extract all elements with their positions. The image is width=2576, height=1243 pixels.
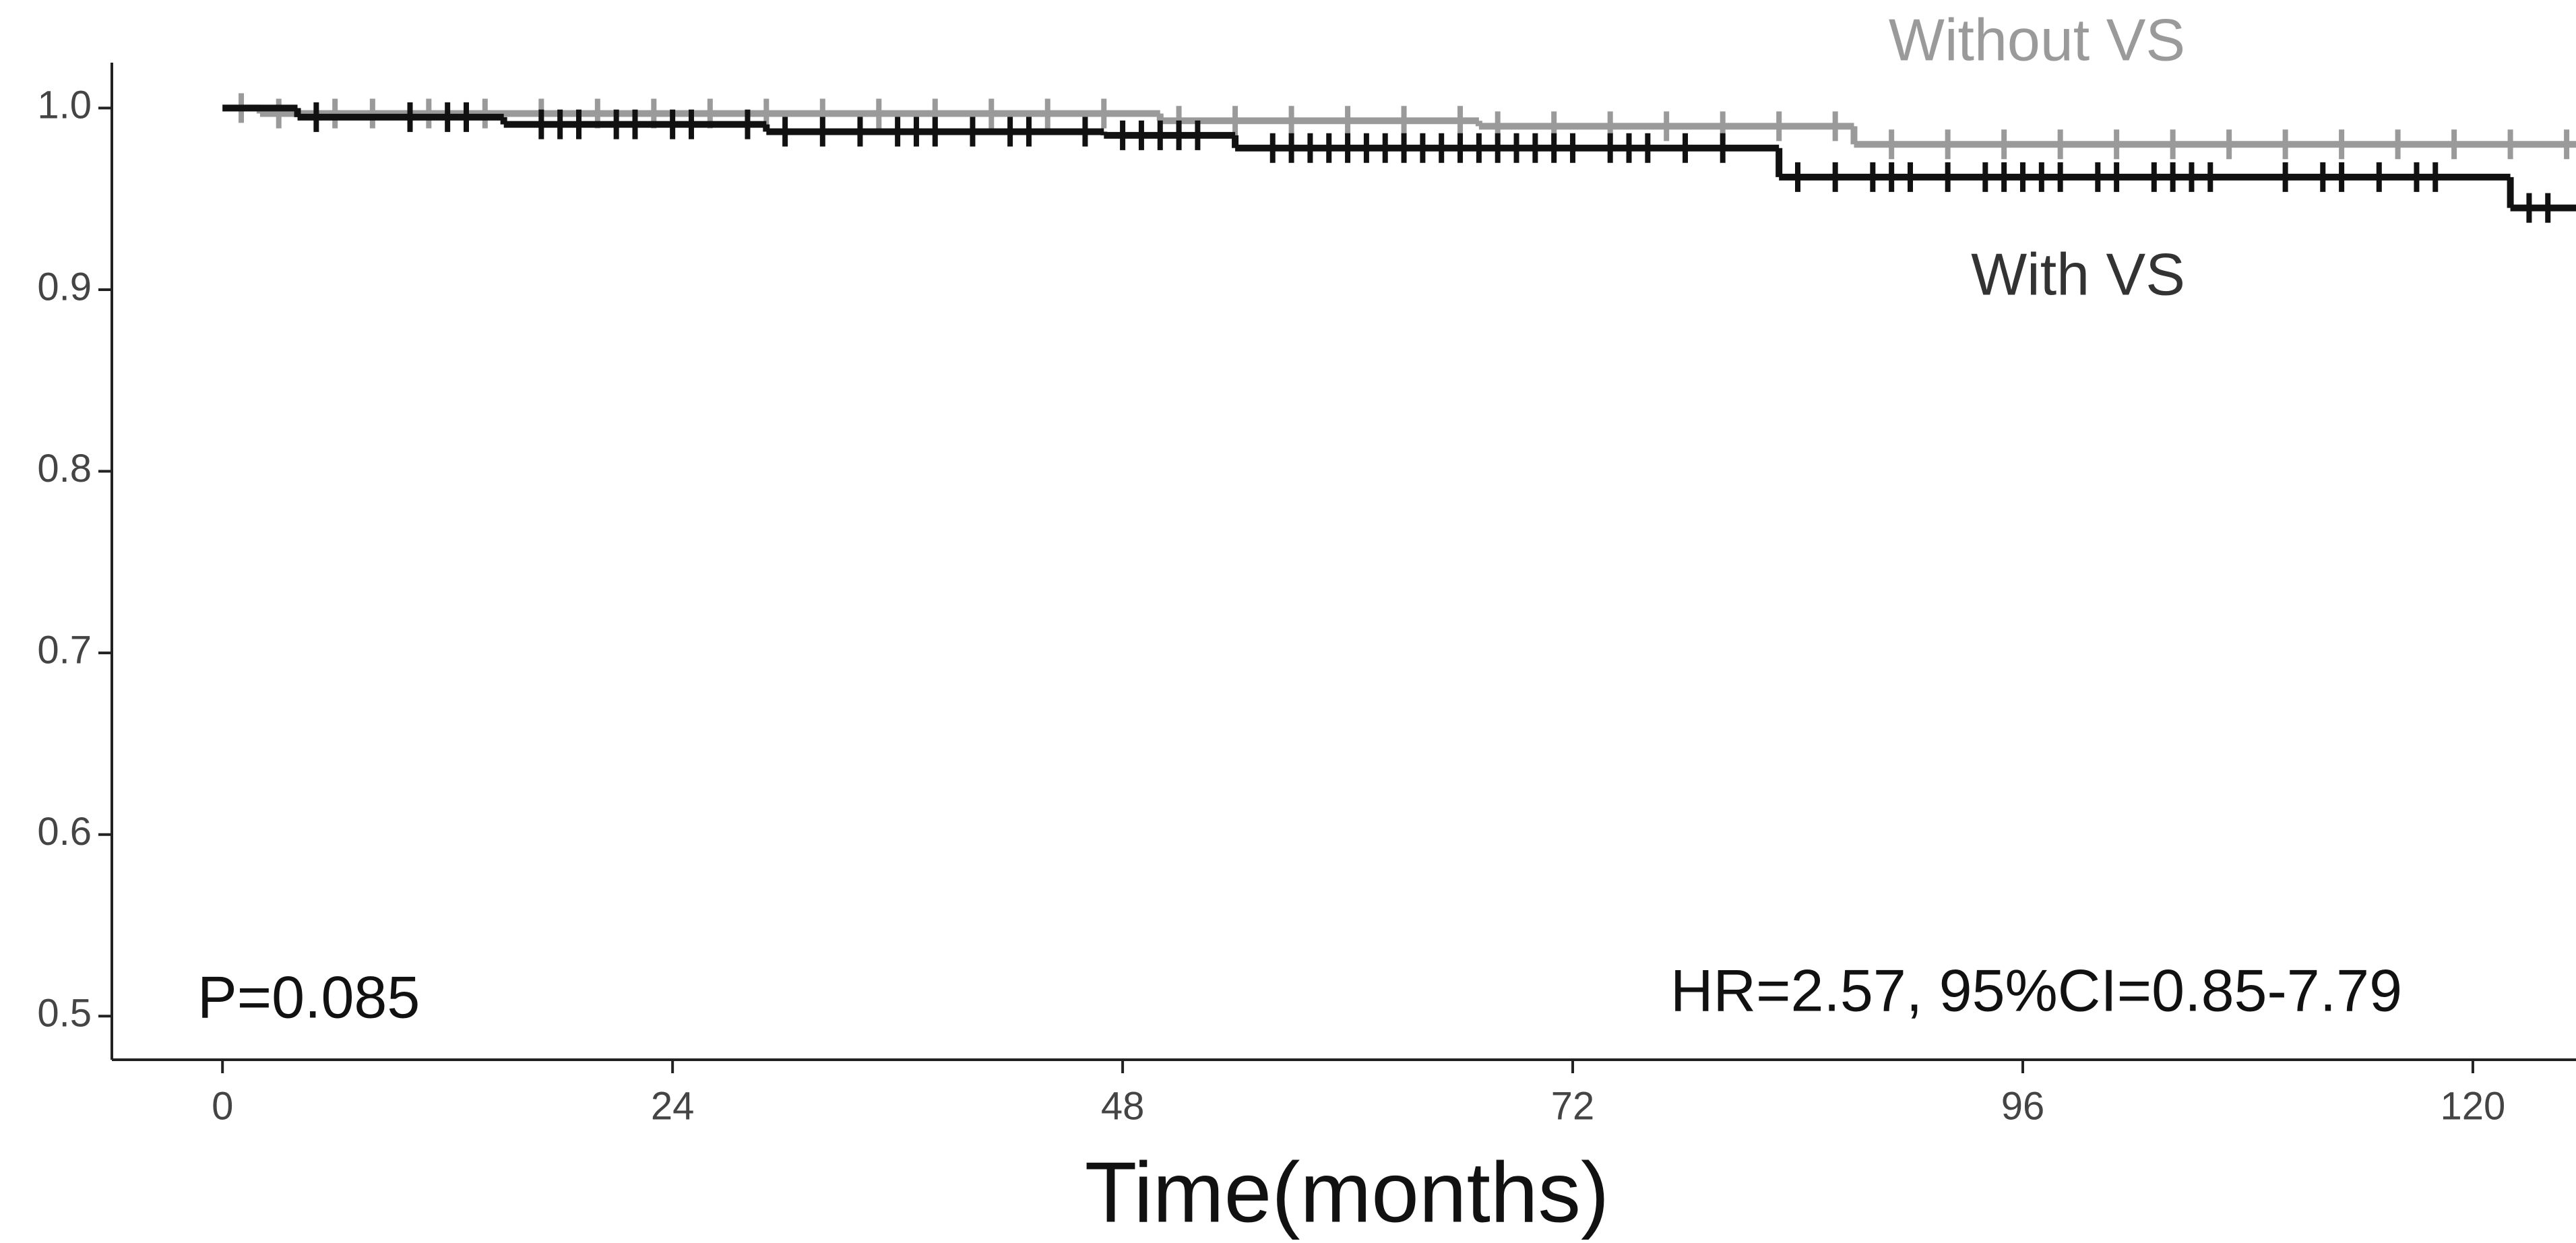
censor-mark	[2271, 162, 2299, 192]
censor-mark	[1672, 133, 1699, 163]
censor-mark	[2046, 162, 2074, 192]
x-tick-label: 120	[2441, 1084, 2506, 1128]
censor-mark	[1278, 106, 1305, 136]
censor-mark	[1015, 117, 1042, 147]
censor-mark	[471, 98, 499, 129]
y-tick-label: 0.7	[37, 628, 92, 672]
censor-mark	[2328, 129, 2356, 160]
censor-mark	[2103, 162, 2131, 192]
censor-mark	[453, 102, 480, 132]
censor-mark	[621, 109, 649, 139]
censor-mark	[677, 109, 705, 139]
censor-mark	[772, 117, 799, 147]
x-tick-label: 48	[1101, 1084, 1145, 1128]
censor-mark	[1390, 106, 1418, 136]
series-label: With VS	[1971, 241, 2185, 307]
censor-mark	[2216, 129, 2243, 160]
censor-mark	[396, 102, 424, 132]
y-tick-label: 0.8	[37, 447, 92, 490]
censor-mark	[565, 109, 592, 139]
series-label: Without VS	[1889, 6, 2185, 73]
censor-mark	[2103, 129, 2131, 160]
y-tick-label: 0.6	[37, 810, 92, 854]
censor-mark	[1447, 106, 1474, 136]
x-tick-label: 72	[1551, 1084, 1595, 1128]
p-value: P=0.085	[197, 963, 420, 1030]
censor-mark	[1184, 120, 1212, 150]
censor-mark	[358, 98, 386, 129]
y-tick-label: 0.9	[37, 265, 92, 309]
censor-mark	[809, 117, 836, 147]
x-axis-title: Time(months)	[1085, 1145, 1610, 1240]
censor-mark	[321, 98, 349, 129]
censor-mark	[921, 117, 949, 147]
y-tick-label: 1.0	[37, 84, 92, 127]
censor-mark	[1934, 162, 1961, 192]
x-tick-label: 96	[2001, 1084, 2045, 1128]
censor-mark	[2441, 129, 2468, 160]
x-tick-label: 0	[212, 1084, 233, 1128]
censor-mark	[2365, 162, 2393, 192]
censor-mark	[1634, 133, 1662, 163]
censor-mark	[2496, 129, 2524, 160]
censor-mark	[734, 109, 761, 139]
censor-mark	[1653, 111, 1680, 141]
x-tick-label: 24	[651, 1084, 695, 1128]
censor-mark	[1784, 162, 1812, 192]
censor-mark	[415, 98, 443, 129]
censor-mark	[2328, 162, 2356, 192]
censor-mark	[1765, 111, 1793, 141]
censor-mark	[1090, 98, 1118, 129]
censor-mark	[1034, 98, 1061, 129]
censor-mark	[2271, 129, 2299, 160]
censor-mark	[2197, 162, 2224, 192]
censor-mark	[1821, 111, 1849, 141]
censor-mark	[1334, 106, 1362, 136]
censor-mark	[1709, 133, 1736, 163]
censor-mark	[2046, 129, 2074, 160]
censor-mark	[2534, 193, 2562, 223]
censor-mark	[265, 98, 292, 129]
censor-mark	[1878, 129, 1906, 160]
censor-mark	[959, 117, 986, 147]
censor-mark	[1071, 117, 1099, 147]
y-tick-label: 0.5	[37, 992, 92, 1035]
censor-mark	[1990, 129, 2018, 160]
censor-mark	[1934, 129, 1961, 160]
censor-mark	[2384, 129, 2412, 160]
censor-mark	[1821, 162, 1849, 192]
censor-mark	[2422, 162, 2449, 192]
censor-mark	[2553, 129, 2576, 160]
hazard-ratio: HR=2.57, 95%CI=0.85-7.79	[1670, 957, 2402, 1023]
censor-mark	[846, 117, 874, 147]
censor-mark	[2159, 129, 2187, 160]
censor-mark	[303, 102, 330, 132]
censor-mark	[1897, 162, 1924, 192]
censor-mark	[1559, 133, 1587, 163]
censor-mark	[865, 98, 893, 129]
censor-mark	[978, 98, 1005, 129]
censor-mark	[1222, 106, 1249, 136]
